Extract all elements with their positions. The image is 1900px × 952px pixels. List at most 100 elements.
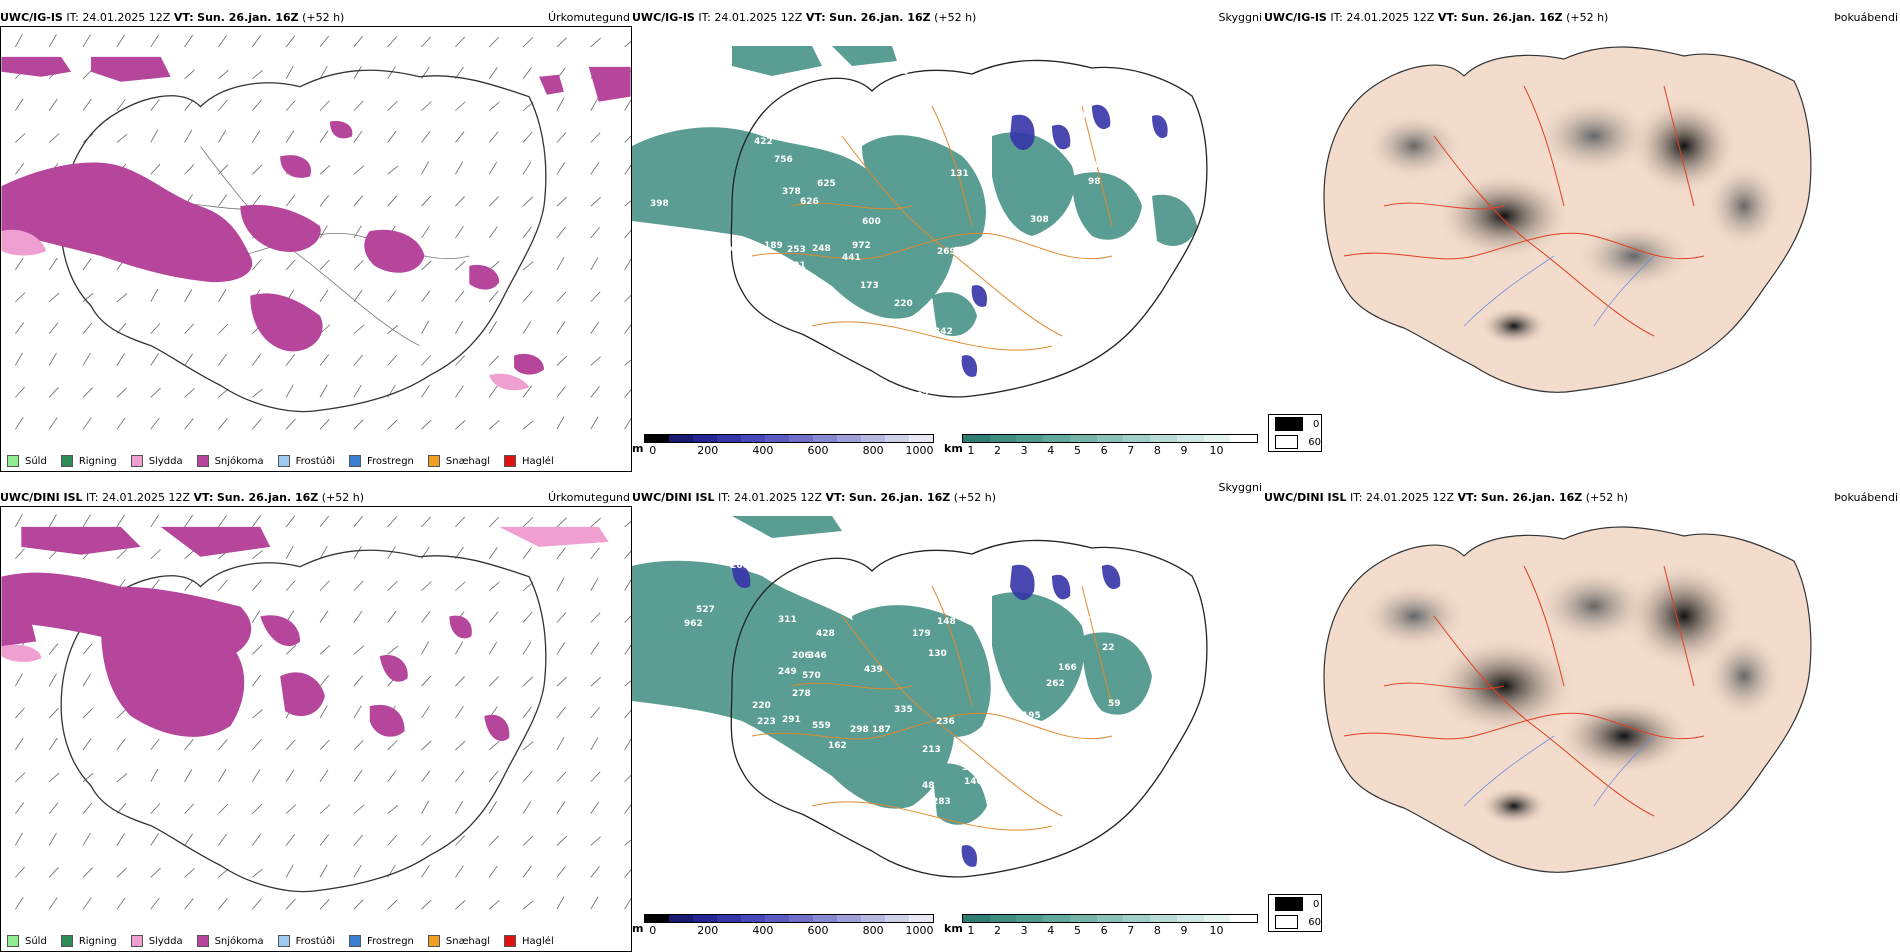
wind-barb xyxy=(488,101,500,111)
vis-label: 162 xyxy=(828,741,847,751)
wind-barb xyxy=(421,195,432,207)
tick: 400 xyxy=(752,444,774,457)
wind-barb xyxy=(455,676,466,687)
legend-item: Frostregn xyxy=(349,455,414,467)
tick: 1 xyxy=(967,924,975,937)
model-name: UWC/DINI ISL xyxy=(0,491,83,504)
visibility-very-low-areas xyxy=(732,564,1121,867)
wind-barb xyxy=(590,37,601,48)
wind-barb xyxy=(353,384,362,398)
wind-barb xyxy=(218,99,228,111)
vis-label: 335 xyxy=(894,705,913,715)
panel-header: UWC/DINI ISL IT: 24.01.2025 12Z VT: Sun.… xyxy=(0,490,632,506)
wind-barb xyxy=(387,354,398,366)
legend-swatch xyxy=(427,455,440,467)
wind-barb xyxy=(590,896,599,910)
fog-shading xyxy=(1359,561,1784,826)
model-name: UWC/DINI ISL xyxy=(1264,491,1347,504)
legend-item: Rigning xyxy=(60,455,117,467)
wind-barb xyxy=(319,675,330,687)
it-value: 24.01.2025 12Z xyxy=(82,11,171,24)
wind-barb xyxy=(319,165,331,175)
wind-barb xyxy=(421,675,432,687)
legend-item: Slydda xyxy=(130,455,183,467)
wind-barb xyxy=(522,321,532,334)
wind-barb xyxy=(387,740,398,751)
precip-map-svg xyxy=(1,33,631,430)
wind-barb xyxy=(421,770,431,783)
wind-barb xyxy=(522,771,533,783)
wind-barb xyxy=(319,580,330,591)
wind-barb xyxy=(353,66,362,79)
wind-barb xyxy=(488,546,498,559)
visibility-number-labels: 266 237 188 527 962 311 206 346 428 570 … xyxy=(684,555,1121,807)
wind-barb xyxy=(218,803,229,814)
wind-barb xyxy=(488,385,498,398)
wind-barb xyxy=(48,34,57,48)
wind-barb xyxy=(556,132,567,143)
wind-barb xyxy=(522,581,534,591)
vis-label: 244 xyxy=(972,327,991,337)
wind-barb xyxy=(624,774,631,783)
wind-barb xyxy=(251,769,261,782)
wind-barb xyxy=(556,321,566,334)
wind-barb xyxy=(251,610,261,623)
legend-label: Frostúði xyxy=(295,455,335,467)
fog-map-svg xyxy=(1323,46,1812,393)
wind-barb xyxy=(522,835,533,846)
precip-legend: Súld Rigning Slydda Snjókoma Frostúði Fr… xyxy=(7,455,568,467)
vis-label: 93 xyxy=(1088,595,1101,605)
vis-label: 626 xyxy=(800,197,819,207)
wind-barb xyxy=(421,260,432,271)
wind-barb xyxy=(184,418,194,430)
wind-barb xyxy=(488,36,500,48)
legend-swatch xyxy=(60,935,73,947)
km-unit: km xyxy=(944,442,963,455)
it-label: IT: xyxy=(698,11,711,24)
wind-barb xyxy=(319,834,330,846)
tick: 3 xyxy=(1020,924,1028,937)
wind-barb xyxy=(624,550,631,560)
road-network xyxy=(1343,85,1705,337)
wind-barb xyxy=(15,897,24,910)
height-ticks: 0 200 400 600 800 1000 xyxy=(644,443,934,457)
km-unit: km xyxy=(944,922,963,935)
wind-barb xyxy=(184,738,194,751)
wind-barb xyxy=(522,900,534,910)
wind-barb xyxy=(251,579,262,591)
vis-label: 422 xyxy=(754,137,773,147)
wind-barb xyxy=(82,352,91,366)
vis-label: 220 xyxy=(752,701,771,711)
wind-barb xyxy=(285,194,296,207)
tick: 600 xyxy=(807,924,829,937)
visibility-map: 926 870 838 930 422 756 625 378 626 600 … xyxy=(632,26,1264,422)
wind-barb xyxy=(319,195,330,207)
wind-barb xyxy=(522,706,532,719)
wind-barb xyxy=(387,66,396,79)
fog-key-swatch xyxy=(1275,897,1303,911)
wind-barb xyxy=(522,37,533,48)
wind-barb xyxy=(624,579,631,591)
wind-barb xyxy=(488,801,498,814)
wind-barb xyxy=(556,356,567,366)
fog-key-swatch xyxy=(1275,915,1299,929)
legend-label: Frostúði xyxy=(295,935,335,947)
wind-barb xyxy=(15,33,23,48)
panel-header: UWC/IG-IS IT: 24.01.2025 12Z VT: Sun. 26… xyxy=(1264,10,1900,26)
wind-barb xyxy=(150,288,159,302)
wind-barb xyxy=(285,898,296,910)
wind-barb xyxy=(624,323,631,334)
vis-label: 308 xyxy=(1030,215,1049,225)
wind-barb xyxy=(184,323,195,334)
vis-label: 173 xyxy=(860,281,879,291)
tick: 1 xyxy=(967,444,975,457)
it-value: 24.01.2025 12Z xyxy=(734,491,823,504)
height-scale: m 0 200 400 600 800 1000 xyxy=(632,914,934,937)
wind-barb xyxy=(353,804,365,814)
wind-barb xyxy=(590,642,600,655)
vis-label: 223 xyxy=(757,717,776,727)
fog-panel-2: UWC/DINI ISL IT: 24.01.2025 12Z VT: Sun.… xyxy=(1264,490,1900,942)
km-scale: km 1 2 3 4 5 6 7 8 9 10 xyxy=(944,434,1258,457)
wind-barb xyxy=(82,98,92,111)
vis-label: 262 xyxy=(1046,679,1065,689)
